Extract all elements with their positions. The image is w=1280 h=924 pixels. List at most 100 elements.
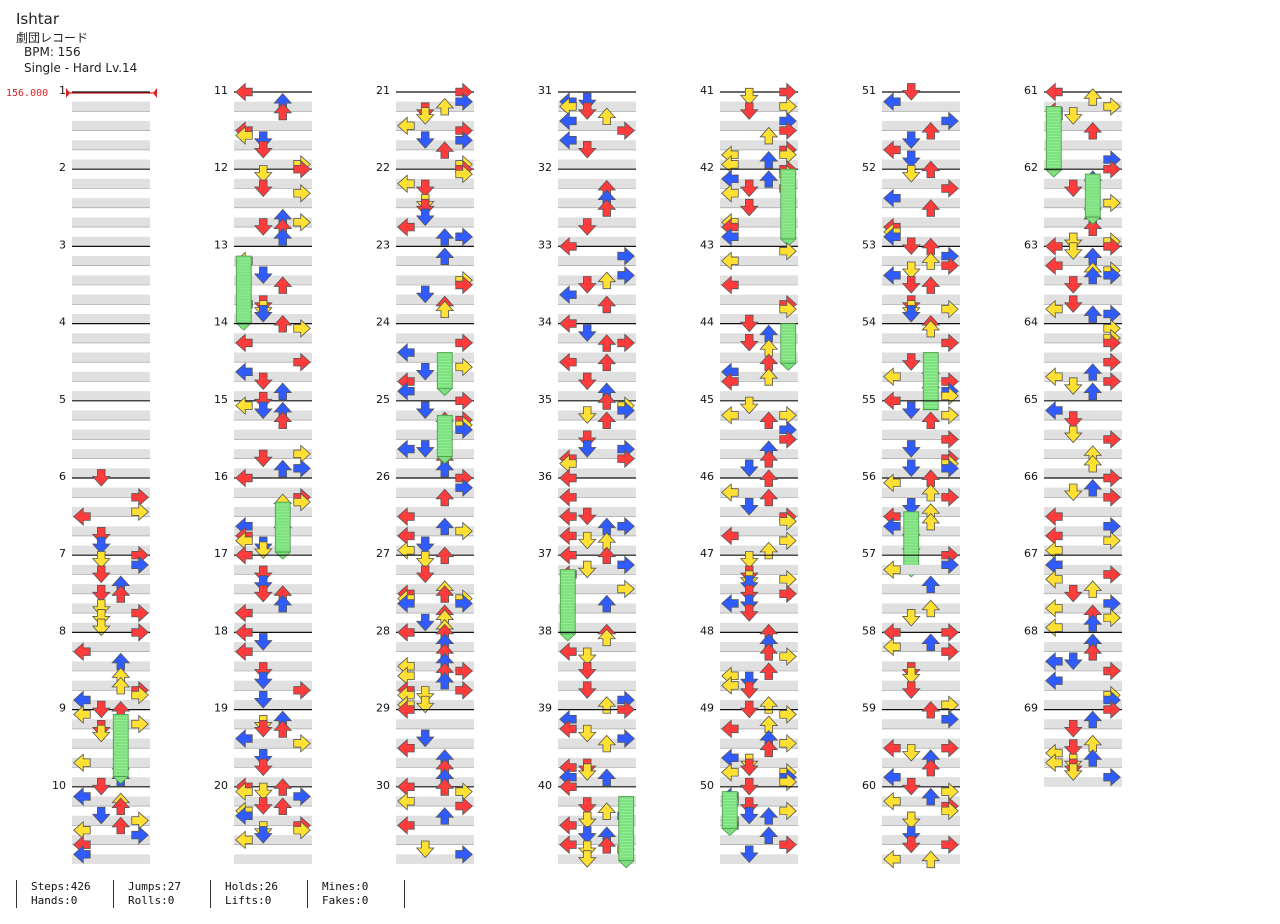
step-arrow-down xyxy=(253,758,273,777)
step-arrow-right xyxy=(1103,468,1121,488)
step-arrow-right xyxy=(779,121,797,140)
step-arrow-right xyxy=(131,714,149,734)
step-arrow-left xyxy=(883,473,901,493)
step-arrow-down xyxy=(1063,276,1083,294)
stat-lifts: Lifts:0 xyxy=(225,894,272,907)
stat-holds: Holds:26 xyxy=(225,880,278,893)
step-arrow-up xyxy=(921,575,941,594)
measure: 62 xyxy=(1024,159,1122,251)
measure-number: 2 xyxy=(59,161,66,174)
step-arrow-down xyxy=(253,575,273,593)
measure: 5 xyxy=(59,393,150,478)
measure-number: 59 xyxy=(862,702,876,715)
step-arrow-right xyxy=(1103,237,1121,256)
step-arrow-down xyxy=(253,372,273,391)
step-arrow-down xyxy=(415,107,435,125)
measure-number: 51 xyxy=(862,84,876,97)
step-arrow-down xyxy=(1063,411,1083,429)
step-arrow-down xyxy=(577,507,597,526)
step-arrow-up xyxy=(597,392,617,410)
step-arrow-up xyxy=(1083,643,1103,661)
measure-number: 26 xyxy=(376,470,390,483)
step-arrow-down xyxy=(739,314,759,333)
step-arrow-left xyxy=(1045,569,1063,589)
step-arrow-up xyxy=(435,300,455,319)
step-arrow-up xyxy=(759,807,779,825)
measure-number: 23 xyxy=(376,238,390,251)
step-arrow-left xyxy=(883,791,901,811)
measure-number: 27 xyxy=(376,547,390,560)
step-arrow-down xyxy=(901,835,921,854)
measure: 40 xyxy=(538,777,636,869)
step-arrow-left xyxy=(235,806,253,826)
step-arrow-left xyxy=(397,700,415,719)
step-arrow-up xyxy=(435,488,455,507)
step-arrow-left xyxy=(397,174,415,194)
step-arrow-down xyxy=(1063,584,1083,603)
step-arrow-down xyxy=(739,584,759,603)
step-arrow-right xyxy=(941,386,959,406)
step-arrow-up xyxy=(921,199,941,217)
measure-number: 43 xyxy=(700,238,714,251)
measure: 63 xyxy=(1024,237,1122,324)
step-arrow-down xyxy=(901,811,921,830)
measure: 22 xyxy=(376,159,474,247)
step-arrow-down xyxy=(415,565,435,584)
step-arrow-left xyxy=(721,719,739,739)
step-arrow-right xyxy=(293,820,311,840)
step-arrow-down xyxy=(253,541,273,559)
step-arrow-down xyxy=(415,285,435,304)
step-arrow-down xyxy=(901,83,921,101)
step-arrow-up xyxy=(921,160,941,179)
step-arrow-up xyxy=(597,768,617,787)
step-arrow-up xyxy=(111,585,131,603)
measure: 4 xyxy=(59,316,150,401)
step-arrow-down xyxy=(739,102,759,120)
step-arrow-right xyxy=(941,801,959,821)
step-arrow-right xyxy=(1103,531,1121,551)
hold-note xyxy=(779,168,797,247)
measure: 1 xyxy=(59,84,150,170)
step-arrow-left xyxy=(883,637,901,657)
step-arrow-left xyxy=(559,487,577,507)
stat-hands: Hands:0 xyxy=(31,894,78,907)
step-arrow-down xyxy=(253,305,273,323)
step-arrow-left xyxy=(73,507,91,526)
step-arrow-left xyxy=(559,816,577,835)
step-arrow-left xyxy=(235,468,253,488)
step-arrow-down xyxy=(91,599,111,617)
hold-note xyxy=(1045,106,1063,178)
step-arrow-right xyxy=(1103,333,1121,353)
measure-number: 22 xyxy=(376,161,390,174)
step-arrow-down xyxy=(91,609,111,627)
step-arrow-down xyxy=(901,150,921,169)
step-arrow-down xyxy=(415,362,435,381)
measure-number: 34 xyxy=(538,316,552,329)
step-arrow-left xyxy=(73,642,91,662)
measure: 11 xyxy=(214,82,312,174)
step-arrow-down xyxy=(577,440,597,458)
step-arrow-up xyxy=(273,720,293,738)
step-arrow-down xyxy=(91,536,111,555)
measure-number: 24 xyxy=(376,316,390,329)
step-arrow-left xyxy=(883,227,901,247)
step-arrow-down xyxy=(577,811,597,830)
measure-column: 51 52 53 54 55 56 57 58 59 60 xyxy=(862,83,960,869)
step-arrow-down xyxy=(739,845,759,863)
step-arrow-left xyxy=(721,275,739,295)
step-arrow-down xyxy=(577,430,597,448)
measure: 41 xyxy=(700,82,798,174)
step-arrow-left xyxy=(73,753,91,773)
step-arrow-up xyxy=(273,102,293,121)
step-arrow-left xyxy=(1045,237,1063,256)
step-arrow-up xyxy=(1083,749,1103,767)
measure-number: 57 xyxy=(862,547,876,560)
step-arrow-right xyxy=(131,502,149,522)
measure-number: 55 xyxy=(862,393,876,406)
step-arrow-down xyxy=(253,671,273,690)
step-arrow-left xyxy=(397,738,415,758)
step-arrow-down xyxy=(1063,107,1083,125)
step-arrow-right xyxy=(779,82,797,102)
step-arrow-down xyxy=(91,584,111,603)
measure-number: 16 xyxy=(214,470,228,483)
